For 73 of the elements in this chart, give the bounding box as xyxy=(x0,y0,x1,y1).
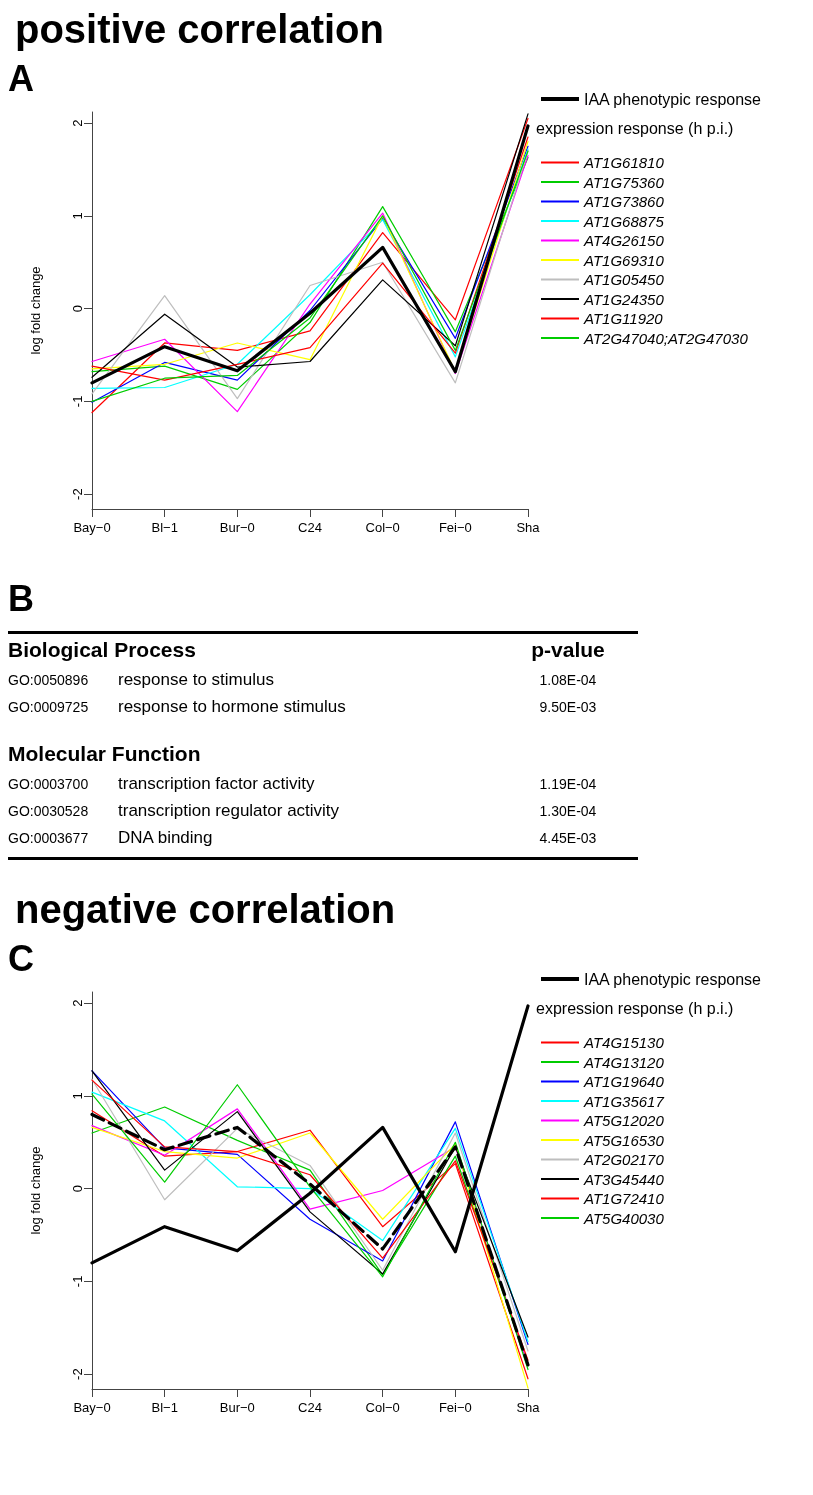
text: A xyxy=(8,57,34,99)
y-axis-title: log fold change xyxy=(28,266,43,355)
y-tick-label: -2 xyxy=(70,488,85,500)
x-tick-label: Fei−0 xyxy=(438,520,472,535)
legend-label: AT1G11920 xyxy=(583,310,664,327)
legend-label: AT1G69310 xyxy=(583,251,665,269)
legend-title: expression response (h p.i.) xyxy=(536,119,734,137)
x-tick-label: C24 xyxy=(298,520,322,535)
category-label: GO:0050896 xyxy=(8,672,89,688)
category-label: GO:0030528 xyxy=(8,803,89,819)
legend-label: AT5G12020 xyxy=(583,1112,665,1129)
legend-label: AT1G72410 xyxy=(583,1190,665,1207)
legend-label: AT2G47040;AT2G47030 xyxy=(583,329,749,347)
legend-label: AT1G73860 xyxy=(583,193,665,210)
text: B xyxy=(8,577,35,621)
category-label: transcription regulator activity xyxy=(118,801,341,821)
legend-label: AT1G05450 xyxy=(583,271,665,288)
y-tick-label: -1 xyxy=(70,395,85,408)
legend-label: AT4G26150 xyxy=(583,232,665,249)
text: p-value xyxy=(531,638,605,661)
legend-label: AT1G75360 xyxy=(583,173,665,191)
category-label: Molecular Function xyxy=(8,742,202,766)
y-axis-title: log fold change xyxy=(28,1146,43,1235)
legend-label: AT1G24350 xyxy=(583,290,665,308)
legend-title: expression response (h p.i.) xyxy=(536,999,734,1017)
legend-label: AT1G19640 xyxy=(583,1073,665,1090)
category-label: Biological Process xyxy=(8,638,197,662)
category-label: response to hormone stimulus xyxy=(118,697,347,717)
legend-label: AT4G13120 xyxy=(583,1053,665,1071)
y-tick-label: 0 xyxy=(70,305,85,313)
category-label: GO:0003700 xyxy=(8,776,89,792)
x-tick-label: Col−0 xyxy=(365,520,400,535)
text: C xyxy=(8,937,34,979)
legend-label: AT5G16530 xyxy=(583,1131,665,1149)
legend-label: AT4G15130 xyxy=(583,1034,665,1051)
category-label: GO:0009725 xyxy=(8,699,89,715)
x-tick-label: Col−0 xyxy=(365,1400,400,1415)
x-tick-label: Bay−0 xyxy=(73,1400,111,1415)
x-tick-label: Bl−1 xyxy=(151,1400,178,1415)
legend-label: IAA phenotypic response xyxy=(584,90,762,108)
y-tick-label: 1 xyxy=(70,1092,85,1100)
category-label: response to stimulus xyxy=(118,670,275,690)
x-tick-label: Bl−1 xyxy=(151,520,178,535)
y-tick-label: 2 xyxy=(70,119,85,127)
legend-label: IAA phenotypic response xyxy=(584,970,762,988)
category-label: DNA binding xyxy=(118,828,214,848)
x-tick-label: C24 xyxy=(298,1400,322,1415)
text: 9.50E-03 xyxy=(539,699,597,715)
y-tick-label: -1 xyxy=(70,1275,85,1288)
chart-title: negative correlation xyxy=(15,887,396,931)
legend-label: AT1G68875 xyxy=(583,212,665,230)
y-tick-label: 2 xyxy=(70,999,85,1007)
text: 1.08E-04 xyxy=(539,672,597,688)
category-label: GO:0003677 xyxy=(8,830,89,846)
legend-label: AT5G40030 xyxy=(583,1209,665,1227)
x-tick-label: Sha xyxy=(516,520,541,535)
legend-label: AT2G02170 xyxy=(583,1151,665,1168)
chart-title: positive correlation xyxy=(15,7,384,51)
x-tick-label: Bur−0 xyxy=(219,520,255,535)
y-tick-label: 0 xyxy=(70,1185,85,1193)
legend-label: AT1G61810 xyxy=(583,154,665,171)
text: 1.30E-04 xyxy=(539,803,597,819)
y-tick-label: 1 xyxy=(70,212,85,220)
text: 4.45E-03 xyxy=(539,830,597,846)
category-label: transcription factor activity xyxy=(118,774,316,794)
x-tick-label: Bay−0 xyxy=(73,520,111,535)
x-tick-label: Fei−0 xyxy=(438,1400,472,1415)
x-tick-label: Bur−0 xyxy=(219,1400,255,1415)
x-tick-label: Sha xyxy=(516,1400,541,1415)
legend-label: AT1G35617 xyxy=(583,1092,665,1110)
text: 1.19E-04 xyxy=(539,776,597,792)
legend-label: AT3G45440 xyxy=(583,1170,665,1188)
y-tick-label: -2 xyxy=(70,1368,85,1380)
